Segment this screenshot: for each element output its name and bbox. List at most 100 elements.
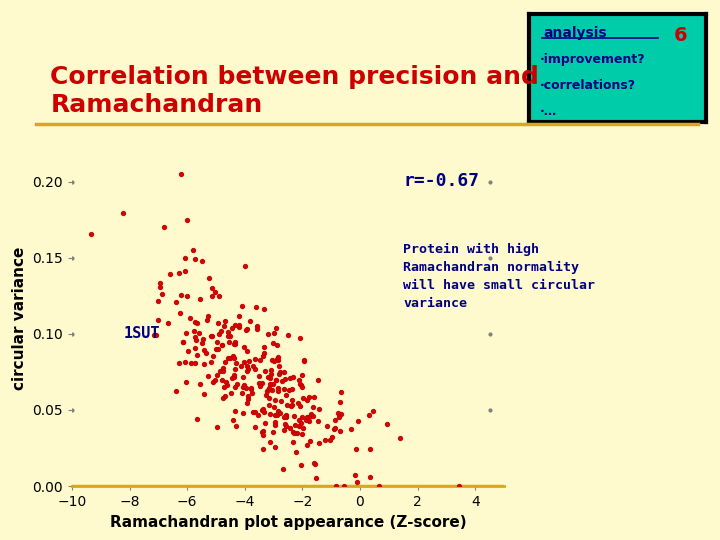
Point bbox=[282, 330, 294, 339]
Point bbox=[220, 358, 231, 367]
Point bbox=[265, 370, 276, 379]
Point bbox=[196, 339, 207, 347]
Point bbox=[272, 353, 284, 361]
Point bbox=[267, 380, 279, 388]
Point bbox=[250, 355, 261, 363]
Point bbox=[276, 377, 288, 386]
Point bbox=[220, 392, 231, 400]
Point bbox=[272, 407, 284, 416]
Point bbox=[286, 384, 297, 393]
Point bbox=[334, 427, 346, 436]
Point bbox=[230, 407, 241, 415]
Point bbox=[264, 400, 275, 409]
Text: 1SUT: 1SUT bbox=[124, 326, 161, 341]
Point bbox=[283, 386, 294, 394]
Point bbox=[242, 347, 253, 355]
Point bbox=[229, 339, 240, 348]
Point bbox=[275, 396, 287, 405]
Point bbox=[267, 339, 279, 347]
Point bbox=[181, 215, 193, 224]
Point bbox=[217, 367, 229, 375]
Point bbox=[293, 422, 305, 430]
Point bbox=[152, 315, 163, 324]
Point bbox=[189, 359, 200, 368]
Point bbox=[287, 428, 299, 437]
Point bbox=[218, 383, 230, 392]
Point bbox=[272, 387, 284, 395]
Point bbox=[293, 376, 305, 385]
Point bbox=[170, 386, 181, 395]
Point bbox=[229, 321, 240, 329]
Point bbox=[303, 413, 315, 421]
Point bbox=[284, 424, 295, 433]
Point bbox=[230, 421, 242, 430]
Point bbox=[364, 411, 375, 420]
Point bbox=[305, 410, 317, 418]
Point bbox=[251, 325, 263, 333]
Point bbox=[228, 352, 239, 360]
Point bbox=[230, 365, 241, 374]
Point bbox=[241, 367, 253, 375]
Point bbox=[302, 441, 313, 450]
Point bbox=[243, 364, 254, 373]
Point bbox=[321, 422, 333, 431]
Point bbox=[280, 391, 292, 400]
Point bbox=[266, 366, 277, 374]
Point bbox=[296, 429, 307, 438]
Point bbox=[158, 223, 170, 232]
Point bbox=[310, 460, 321, 468]
Point bbox=[345, 425, 356, 434]
Point bbox=[349, 470, 361, 479]
Point bbox=[266, 355, 277, 364]
Point bbox=[313, 439, 325, 448]
Point bbox=[259, 419, 271, 428]
Point bbox=[271, 411, 283, 420]
Point bbox=[257, 431, 269, 440]
Point bbox=[258, 342, 270, 351]
Point bbox=[179, 267, 191, 276]
Point bbox=[86, 230, 97, 239]
Point bbox=[248, 362, 259, 371]
Point bbox=[364, 472, 376, 481]
Point bbox=[189, 333, 201, 341]
Point bbox=[228, 340, 240, 349]
Text: analysis: analysis bbox=[544, 26, 607, 40]
Point bbox=[207, 331, 218, 340]
Point bbox=[175, 291, 186, 300]
Point bbox=[233, 322, 245, 331]
Point bbox=[294, 380, 305, 388]
Point bbox=[259, 367, 271, 376]
Point bbox=[237, 409, 248, 418]
Point bbox=[190, 336, 202, 345]
Point bbox=[189, 318, 201, 327]
Point bbox=[226, 323, 238, 332]
Point bbox=[193, 329, 204, 338]
Point bbox=[213, 292, 225, 301]
Point bbox=[243, 356, 255, 365]
Text: Correlation between precision and
Ramachandran: Correlation between precision and Ramach… bbox=[50, 65, 539, 117]
Point bbox=[258, 352, 269, 361]
Point bbox=[222, 353, 234, 362]
Point bbox=[263, 386, 274, 394]
Point bbox=[192, 414, 203, 423]
Point bbox=[265, 438, 276, 447]
Point bbox=[233, 311, 245, 320]
Point bbox=[200, 349, 212, 357]
Point bbox=[178, 338, 189, 347]
Point bbox=[257, 427, 269, 435]
Point bbox=[242, 392, 253, 400]
Point bbox=[206, 292, 217, 300]
Point bbox=[220, 377, 232, 386]
Point bbox=[205, 332, 217, 340]
Point bbox=[187, 246, 199, 254]
Point bbox=[164, 269, 176, 278]
Point bbox=[280, 422, 292, 430]
Point bbox=[196, 256, 207, 265]
Point bbox=[297, 412, 308, 421]
Point bbox=[307, 403, 318, 411]
Point bbox=[330, 423, 341, 432]
Point bbox=[260, 391, 271, 400]
Point bbox=[232, 380, 243, 388]
Point bbox=[271, 355, 283, 363]
Point bbox=[252, 321, 264, 330]
